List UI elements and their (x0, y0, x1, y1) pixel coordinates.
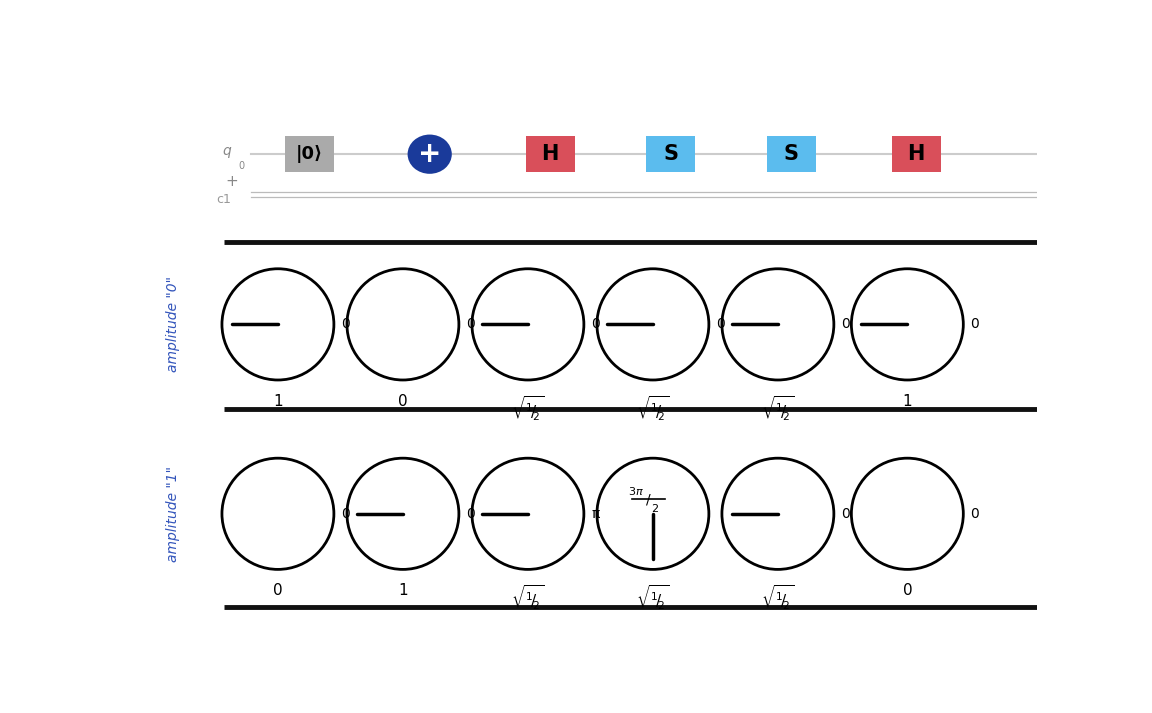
FancyBboxPatch shape (892, 136, 941, 172)
Ellipse shape (722, 458, 834, 570)
Text: 0: 0 (467, 507, 475, 520)
Text: amplitude "1": amplitude "1" (166, 466, 180, 562)
Ellipse shape (851, 458, 963, 570)
Text: c1: c1 (217, 193, 232, 206)
Text: $\sqrt{{}^{1}\!/\!{}_{2}}$: $\sqrt{{}^{1}\!/\!{}_{2}}$ (511, 583, 545, 612)
Text: 1: 1 (273, 394, 282, 409)
FancyBboxPatch shape (525, 136, 575, 172)
Ellipse shape (472, 269, 584, 380)
Ellipse shape (347, 269, 458, 380)
Text: 0: 0 (399, 394, 408, 409)
Ellipse shape (851, 269, 963, 380)
Text: $\sqrt{{}^{1}\!/\!{}_{2}}$: $\sqrt{{}^{1}\!/\!{}_{2}}$ (636, 394, 669, 423)
Text: π: π (591, 507, 599, 520)
Ellipse shape (472, 458, 584, 570)
Text: 0: 0 (841, 317, 850, 332)
Text: 0: 0 (717, 317, 725, 332)
Text: $\sqrt{{}^{1}\!/\!{}_{2}}$: $\sqrt{{}^{1}\!/\!{}_{2}}$ (511, 394, 545, 423)
Text: 0: 0 (841, 507, 850, 520)
Text: 0: 0 (273, 583, 282, 598)
Text: H: H (541, 144, 559, 164)
Text: 1: 1 (399, 583, 408, 598)
Text: 2: 2 (651, 504, 658, 514)
Text: $\sqrt{{}^{1}\!/\!{}_{2}}$: $\sqrt{{}^{1}\!/\!{}_{2}}$ (761, 583, 795, 612)
Text: S: S (783, 144, 798, 164)
Text: S: S (664, 144, 679, 164)
Ellipse shape (597, 458, 708, 570)
Text: 0: 0 (341, 507, 350, 520)
Text: 1: 1 (902, 394, 912, 409)
Text: q: q (222, 144, 232, 158)
Text: 0: 0 (902, 583, 912, 598)
Ellipse shape (222, 269, 334, 380)
Ellipse shape (408, 135, 452, 174)
Ellipse shape (347, 458, 458, 570)
Text: 0: 0 (467, 317, 475, 332)
Text: |0⟩: |0⟩ (296, 145, 323, 163)
Text: $\sqrt{{}^{1}\!/\!{}_{2}}$: $\sqrt{{}^{1}\!/\!{}_{2}}$ (761, 394, 795, 423)
FancyBboxPatch shape (285, 136, 334, 172)
Text: +: + (225, 174, 237, 189)
Ellipse shape (722, 269, 834, 380)
Text: 0: 0 (970, 507, 979, 520)
Text: 0: 0 (970, 317, 979, 332)
Text: $\sqrt{{}^{1}\!/\!{}_{2}}$: $\sqrt{{}^{1}\!/\!{}_{2}}$ (636, 583, 669, 612)
Ellipse shape (597, 269, 708, 380)
Text: 0: 0 (238, 160, 244, 171)
Text: +: + (418, 140, 441, 168)
Text: /: / (646, 493, 651, 507)
FancyBboxPatch shape (767, 136, 816, 172)
Text: $3\pi$: $3\pi$ (628, 485, 644, 497)
FancyBboxPatch shape (646, 136, 696, 172)
Text: 0: 0 (591, 317, 600, 332)
Ellipse shape (222, 458, 334, 570)
Text: 0: 0 (341, 317, 350, 332)
Text: H: H (908, 144, 925, 164)
Text: amplitude "0": amplitude "0" (166, 277, 180, 372)
